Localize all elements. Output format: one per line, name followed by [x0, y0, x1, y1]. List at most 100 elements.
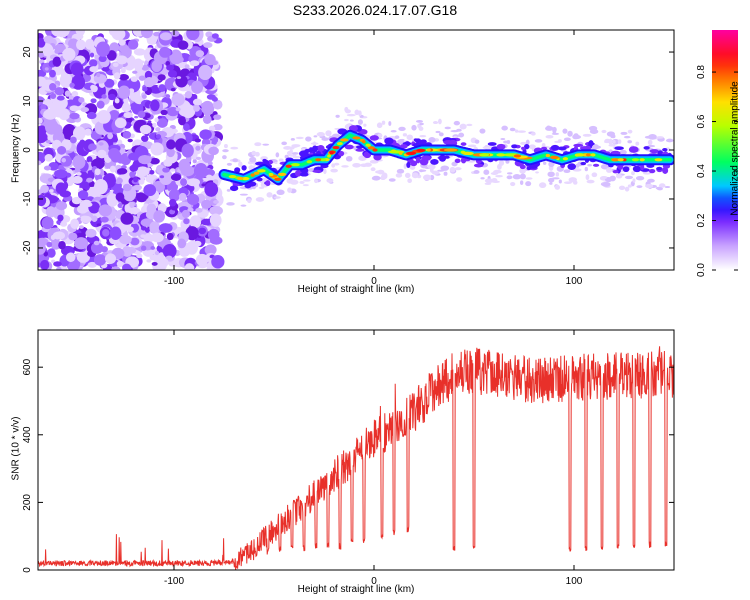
noise-blob: [97, 149, 107, 159]
noise-blob: [76, 204, 89, 214]
noise-blob: [58, 241, 66, 250]
noise-blob: [104, 78, 115, 88]
noise-blob: [110, 151, 122, 163]
noise-blob: [60, 221, 68, 227]
ridge-halo: [555, 172, 560, 177]
noise-blob: [186, 193, 200, 206]
noise-blob: [94, 168, 101, 176]
noise-blob: [70, 62, 84, 76]
ridge-halo: [286, 150, 293, 156]
ridge-fringe: [299, 172, 309, 177]
ridge-fringe: [265, 180, 271, 187]
ridge-halo: [551, 177, 560, 180]
ridge-halo: [519, 173, 526, 180]
noise-blob: [199, 129, 212, 140]
ridge-halo: [427, 164, 436, 170]
noise-blob: [191, 94, 198, 100]
noise-blob: [44, 153, 53, 162]
ridge-halo: [254, 142, 262, 147]
noise-blob: [138, 154, 152, 165]
noise-blob: [164, 77, 179, 91]
bottom-y-tick-label: 200: [22, 494, 33, 511]
noise-blob: [181, 209, 190, 219]
noise-blob: [195, 50, 205, 57]
ridge-halo: [377, 169, 385, 175]
noise-blob: [120, 67, 126, 74]
noise-blob: [140, 234, 146, 238]
noise-blob: [181, 104, 196, 119]
ridge-halo: [647, 144, 656, 148]
ridge-fringe: [579, 146, 589, 150]
ridge-peak: [365, 143, 371, 147]
ridge-halo: [454, 167, 462, 171]
ridge-halo: [562, 128, 568, 134]
noise-blob: [61, 157, 67, 163]
ridge-halo: [449, 166, 456, 173]
noise-blob: [209, 213, 222, 227]
noise-blob: [116, 260, 124, 268]
ridge-fringe: [473, 163, 484, 168]
ridge-halo: [226, 162, 232, 166]
ridge-halo: [354, 109, 360, 116]
noise-blob: [183, 218, 190, 225]
ridge-peak: [236, 176, 244, 181]
ridge-halo: [467, 144, 477, 148]
noise-blob: [93, 254, 107, 266]
bottom-x-tick-label: 100: [566, 576, 583, 587]
noise-blob: [118, 43, 129, 53]
colorbar-tick-label: 0.2: [696, 213, 707, 227]
noise-blob: [189, 215, 202, 229]
ridge-halo: [415, 120, 424, 123]
noise-blob: [109, 226, 122, 241]
noise-blob: [108, 93, 116, 101]
noise-blob: [38, 151, 46, 164]
bottom-y-tick-label: 0: [22, 567, 33, 573]
ridge-halo: [567, 130, 573, 137]
ridge-peak: [590, 153, 596, 157]
noise-blob: [143, 233, 154, 244]
ridge-fringe: [528, 164, 538, 169]
noise-blob: [135, 166, 150, 177]
ridge-peak: [654, 158, 663, 162]
ridge-halo: [557, 139, 562, 143]
noise-blob: [176, 76, 182, 79]
noise-blob: [118, 73, 130, 81]
ridge-halo: [491, 180, 500, 183]
ridge-peak: [427, 148, 431, 152]
ridge-halo: [397, 139, 404, 145]
ridge-halo: [600, 163, 610, 170]
ridge-halo: [247, 198, 252, 204]
noise-blob: [177, 40, 189, 50]
noise-blob: [167, 69, 178, 78]
ridge-fringe: [399, 144, 408, 149]
ridge-halo: [335, 114, 340, 118]
noise-blob: [54, 169, 68, 179]
ridge-halo: [326, 178, 334, 183]
ridge-fringe: [311, 145, 318, 153]
ridge-halo: [602, 176, 607, 179]
ridge-halo: [514, 129, 519, 133]
noise-blob: [140, 30, 153, 39]
noise-blob: [93, 74, 107, 84]
ridge-fringe: [430, 159, 439, 165]
noise-blob: [175, 107, 181, 112]
ridge-halo: [627, 140, 632, 144]
noise-blob: [149, 254, 158, 261]
ridge-peak: [306, 160, 313, 164]
ridge-halo: [438, 118, 442, 125]
noise-blob: [76, 251, 90, 263]
ridge-peak: [253, 171, 260, 175]
ridge-halo: [226, 188, 231, 192]
noise-blob: [68, 232, 78, 241]
ridge-fringe: [648, 169, 656, 174]
noise-blob: [116, 55, 128, 65]
ridge-halo: [226, 202, 235, 206]
ridge-halo: [404, 172, 411, 179]
ridge-halo: [656, 136, 664, 139]
noise-blob: [163, 158, 173, 167]
ridge-peak: [291, 163, 300, 167]
noise-blob: [200, 100, 215, 116]
snr-series-line: [38, 346, 674, 570]
noise-blob: [137, 110, 146, 119]
noise-blob: [76, 39, 86, 51]
